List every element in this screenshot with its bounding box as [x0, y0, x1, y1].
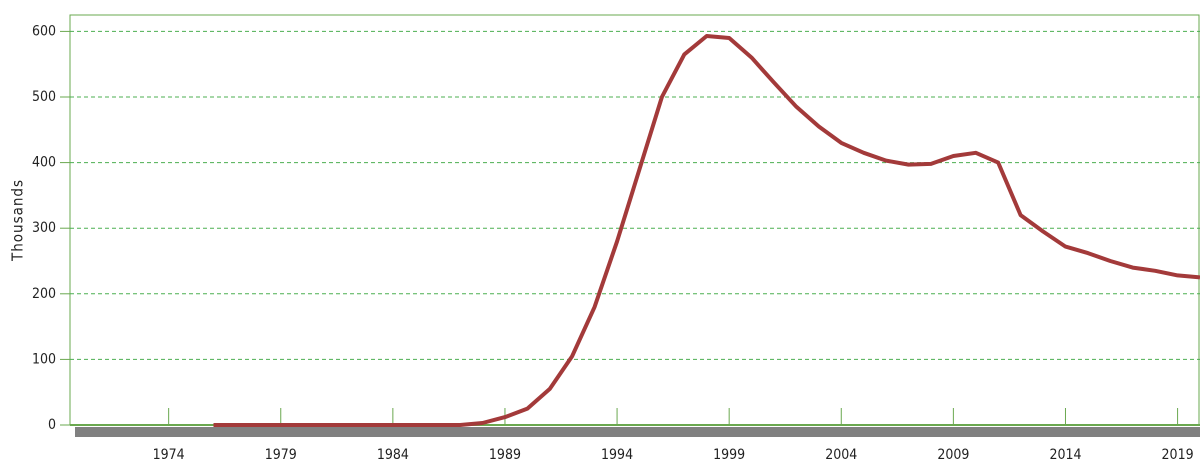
x-tick-label: 1994	[601, 447, 633, 463]
y-tick-label: 400	[32, 155, 56, 171]
x-tick-label: 1984	[377, 447, 409, 463]
x-tick-label: 1999	[713, 447, 745, 463]
y-tick-label: 600	[32, 23, 56, 39]
y-axis-label: Thousands	[9, 179, 27, 262]
y-tick-label: 200	[32, 286, 56, 302]
x-tick-label: 1974	[153, 447, 185, 463]
x-tick-label: 1989	[489, 447, 521, 463]
y-tick-label: 100	[32, 351, 56, 367]
y-tick-label: 500	[32, 89, 56, 105]
x-tick-label: 2014	[1049, 447, 1081, 463]
data-line	[213, 34, 1200, 427]
x-axis-bar	[75, 427, 1200, 437]
x-tick-label: 1979	[265, 447, 297, 463]
x-tick-label: 2004	[825, 447, 857, 463]
y-tick-label: 0	[48, 417, 56, 433]
y-tick-label: 300	[32, 220, 56, 236]
x-tick-label: 2009	[937, 447, 969, 463]
x-tick-label: 2019	[1162, 447, 1194, 463]
